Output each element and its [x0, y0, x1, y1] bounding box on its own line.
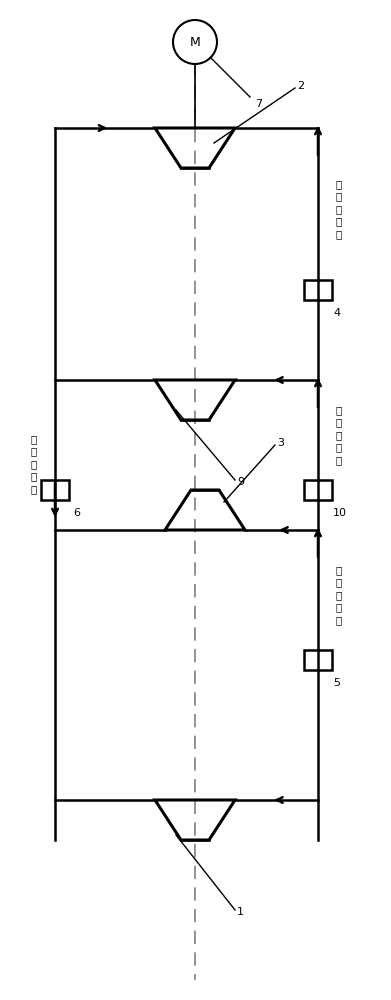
Bar [41, 480, 69, 500]
Text: 高
温
热
介
质: 高 温 热 介 质 [336, 179, 342, 239]
Text: 2: 2 [297, 81, 304, 91]
Bar [304, 280, 332, 300]
Bar [304, 480, 332, 500]
Text: 被
加
热
介
质: 被 加 热 介 质 [31, 434, 37, 494]
Text: 10: 10 [333, 508, 347, 518]
Text: 3: 3 [277, 438, 284, 448]
Text: 低
温
热
介
质: 低 温 热 介 质 [336, 565, 342, 625]
Text: 5: 5 [333, 678, 340, 688]
Text: 4: 4 [333, 308, 340, 318]
Text: M: M [190, 35, 200, 48]
Text: 1: 1 [237, 907, 244, 917]
Bar [304, 650, 332, 670]
Text: 9: 9 [237, 477, 244, 487]
Text: 高
温
热
介
质: 高 温 热 介 质 [336, 405, 342, 465]
Text: 6: 6 [73, 508, 80, 518]
Text: 7: 7 [255, 99, 262, 109]
